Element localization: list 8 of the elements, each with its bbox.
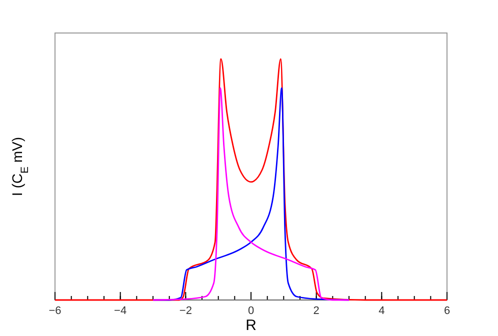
x-tick-label: 2 bbox=[313, 305, 320, 317]
x-axis-title: R bbox=[246, 317, 257, 334]
x-tick-label: 4 bbox=[378, 305, 385, 317]
x-tick-label: 0 bbox=[248, 305, 254, 317]
x-tick-label: 6 bbox=[444, 305, 450, 317]
x-tick-label: −2 bbox=[179, 305, 192, 317]
x-tick-label: −4 bbox=[114, 305, 127, 317]
x-tick-label: −6 bbox=[48, 305, 62, 317]
